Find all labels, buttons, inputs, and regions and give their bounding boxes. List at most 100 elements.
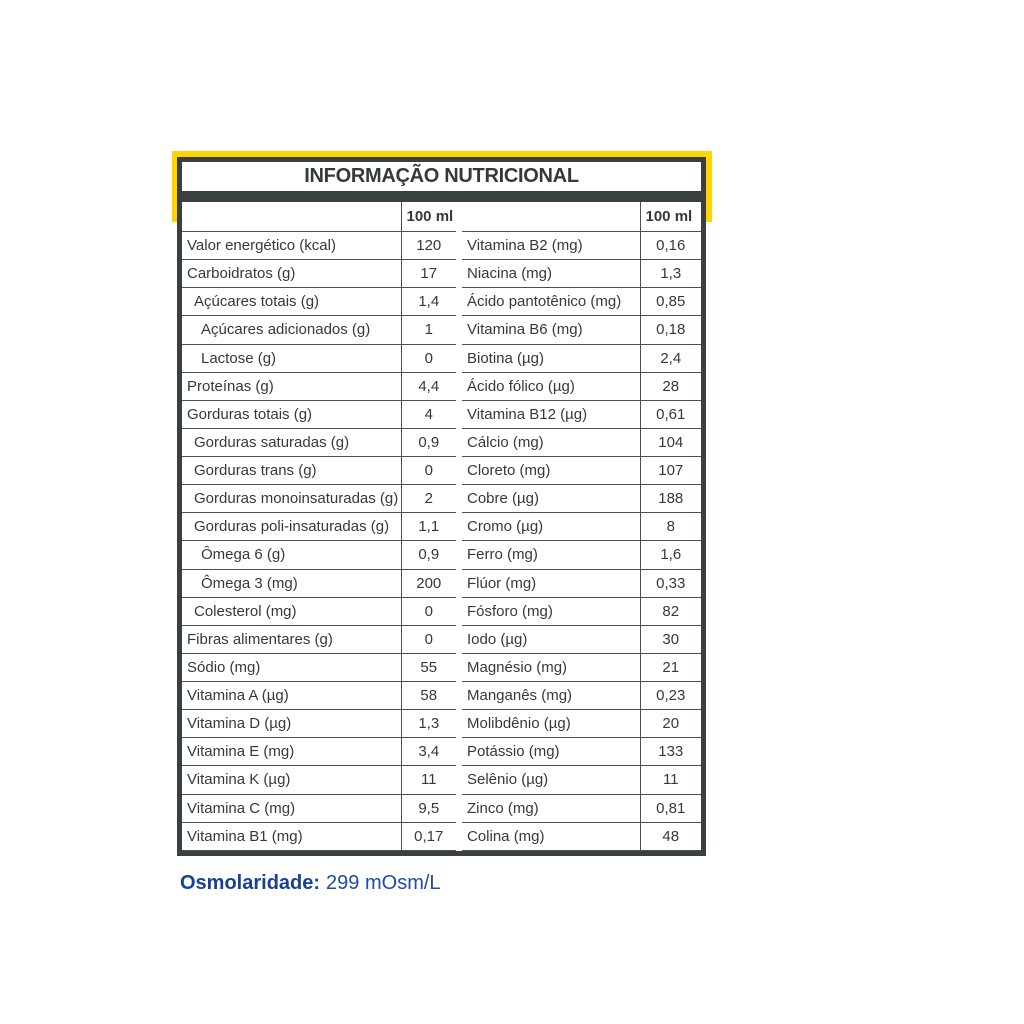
table-row: Proteínas (g) 4,4	[182, 372, 456, 401]
table-row: Biotina (µg) 2,4	[462, 344, 701, 373]
nutrient-label: Vitamina B12 (µg)	[462, 400, 641, 429]
table-row: Vitamina E (mg) 3,4	[182, 737, 456, 767]
nutrient-label: Potássio (mg)	[462, 737, 641, 767]
table-row: Molibdênio (µg) 20	[462, 709, 701, 739]
table-row: Ômega 6 (g) 0,9	[182, 540, 456, 570]
right-header-row: 100 ml	[462, 202, 701, 232]
nutrient-label: Açúcares adicionados (g)	[182, 315, 402, 345]
nutrition-table-left: 100 ml Valor energético (kcal) 120 Carbo…	[182, 202, 456, 852]
table-row: Zinco (mg) 0,81	[462, 794, 701, 823]
nutrient-value: 1,1	[401, 512, 456, 542]
table-row: Gorduras totais (g) 4	[182, 400, 456, 429]
nutrient-value: 188	[640, 484, 701, 514]
nutrient-label: Biotina (µg)	[462, 344, 641, 373]
osmolarity-note: Osmolaridade: 299 mOsm/L	[180, 872, 441, 895]
nutrient-label: Gorduras totais (g)	[182, 400, 402, 429]
nutrient-label: Ferro (mg)	[462, 540, 641, 570]
nutrient-label: Gorduras monoinsaturadas (g)	[182, 484, 402, 514]
nutrient-value: 1,3	[401, 709, 456, 739]
right-subtable: 100 ml Vitamina B2 (mg) 0,16 Niacina (mg…	[462, 202, 701, 852]
nutrient-value: 0,81	[640, 794, 701, 823]
nutrient-value: 0,9	[401, 540, 456, 570]
table-row: Açúcares totais (g) 1,4	[182, 287, 456, 317]
table-row: Ferro (mg) 1,6	[462, 540, 701, 570]
nutrient-value: 1	[401, 315, 456, 345]
panel-title: INFORMAÇÃO NUTRICIONAL	[304, 165, 579, 187]
table-row: Vitamina B2 (mg) 0,16	[462, 231, 701, 261]
table-row: Ácido pantotênico (mg) 0,85	[462, 287, 701, 317]
table-row: Valor energético (kcal) 120	[182, 231, 456, 261]
nutrition-table-right: 100 ml Vitamina B2 (mg) 0,16 Niacina (mg…	[462, 202, 701, 852]
nutrient-label: Manganês (mg)	[462, 681, 641, 711]
table-row: Flúor (mg) 0,33	[462, 569, 701, 598]
nutrient-label: Cromo (µg)	[462, 512, 641, 542]
nutrient-label: Zinco (mg)	[462, 794, 641, 823]
table-row: Cobre (µg) 188	[462, 484, 701, 514]
table-row: Niacina (mg) 1,3	[462, 259, 701, 289]
nutrient-value: 21	[640, 653, 701, 683]
table-row: Fibras alimentares (g) 0	[182, 625, 456, 654]
nutrient-label: Magnésio (mg)	[462, 653, 641, 683]
nutrient-label: Gorduras trans (g)	[182, 456, 402, 486]
table-row: Açúcares adicionados (g) 1	[182, 315, 456, 345]
nutrient-label: Vitamina A (µg)	[182, 681, 402, 711]
table-row: Lactose (g) 0	[182, 344, 456, 373]
nutrient-value: 55	[401, 653, 456, 683]
table-row: Cálcio (mg) 104	[462, 428, 701, 458]
nutrient-label: Sódio (mg)	[182, 653, 402, 683]
left-header-unit: 100 ml	[401, 202, 456, 232]
nutrient-value: 0	[401, 344, 456, 373]
table-row: Vitamina A (µg) 58	[182, 681, 456, 711]
nutrient-label: Carboidratos (g)	[182, 259, 402, 289]
nutrient-label: Ácido fólico (µg)	[462, 372, 641, 401]
nutrient-value: 107	[640, 456, 701, 486]
table-row: Manganês (mg) 0,23	[462, 681, 701, 711]
table-row: Potássio (mg) 133	[462, 737, 701, 767]
table-row: Cloreto (mg) 107	[462, 456, 701, 486]
nutrient-value: 28	[640, 372, 701, 401]
nutrient-label: Ômega 6 (g)	[182, 540, 402, 570]
nutrient-value: 11	[640, 765, 701, 795]
table-row: Vitamina C (mg) 9,5	[182, 794, 456, 823]
table-row: Vitamina K (µg) 11	[182, 765, 456, 795]
table-row: Vitamina B12 (µg) 0,61	[462, 400, 701, 429]
nutrition-facts-panel: INFORMAÇÃO NUTRICIONAL 100 ml Valor ener…	[177, 157, 706, 856]
nutrient-value: 0,18	[640, 315, 701, 345]
left-table-body: Valor energético (kcal) 120 Carboidratos…	[182, 231, 456, 852]
nutrient-value: 8	[640, 512, 701, 542]
nutrient-label: Açúcares totais (g)	[182, 287, 402, 317]
title-divider-bar	[182, 191, 701, 202]
nutrient-label: Fibras alimentares (g)	[182, 625, 402, 654]
nutrient-label: Vitamina E (mg)	[182, 737, 402, 767]
table-row: Ácido fólico (µg) 28	[462, 372, 701, 401]
nutrient-value: 0,61	[640, 400, 701, 429]
nutrient-value: 1,6	[640, 540, 701, 570]
table-columns: 100 ml Valor energético (kcal) 120 Carbo…	[182, 202, 701, 852]
nutrient-label: Gorduras poli-insaturadas (g)	[182, 512, 402, 542]
table-row: Fósforo (mg) 82	[462, 597, 701, 626]
nutrient-label: Fósforo (mg)	[462, 597, 641, 626]
nutrient-label: Cobre (µg)	[462, 484, 641, 514]
nutrient-label: Vitamina K (µg)	[182, 765, 402, 795]
table-row: Vitamina B1 (mg) 0,17	[182, 822, 456, 852]
table-row: Gorduras poli-insaturadas (g) 1,1	[182, 512, 456, 542]
table-row: Gorduras trans (g) 0	[182, 456, 456, 486]
nutrient-label: Vitamina B1 (mg)	[182, 822, 402, 852]
table-row: Magnésio (mg) 21	[462, 653, 701, 683]
nutrient-value: 0,16	[640, 231, 701, 261]
table-row: Iodo (µg) 30	[462, 625, 701, 654]
nutrient-value: 0,85	[640, 287, 701, 317]
nutrient-value: 82	[640, 597, 701, 626]
table-row: Vitamina B6 (mg) 0,18	[462, 315, 701, 345]
nutrient-label: Gorduras saturadas (g)	[182, 428, 402, 458]
table-row: Gorduras saturadas (g) 0,9	[182, 428, 456, 458]
nutrient-label: Cálcio (mg)	[462, 428, 641, 458]
table-row: Cromo (µg) 8	[462, 512, 701, 542]
table-row: Colina (mg) 48	[462, 822, 701, 852]
nutrient-value: 0,33	[640, 569, 701, 598]
nutrient-value: 0,23	[640, 681, 701, 711]
nutrient-label: Colesterol (mg)	[182, 597, 402, 626]
table-row: Ômega 3 (mg) 200	[182, 569, 456, 598]
nutrient-label: Selênio (µg)	[462, 765, 641, 795]
